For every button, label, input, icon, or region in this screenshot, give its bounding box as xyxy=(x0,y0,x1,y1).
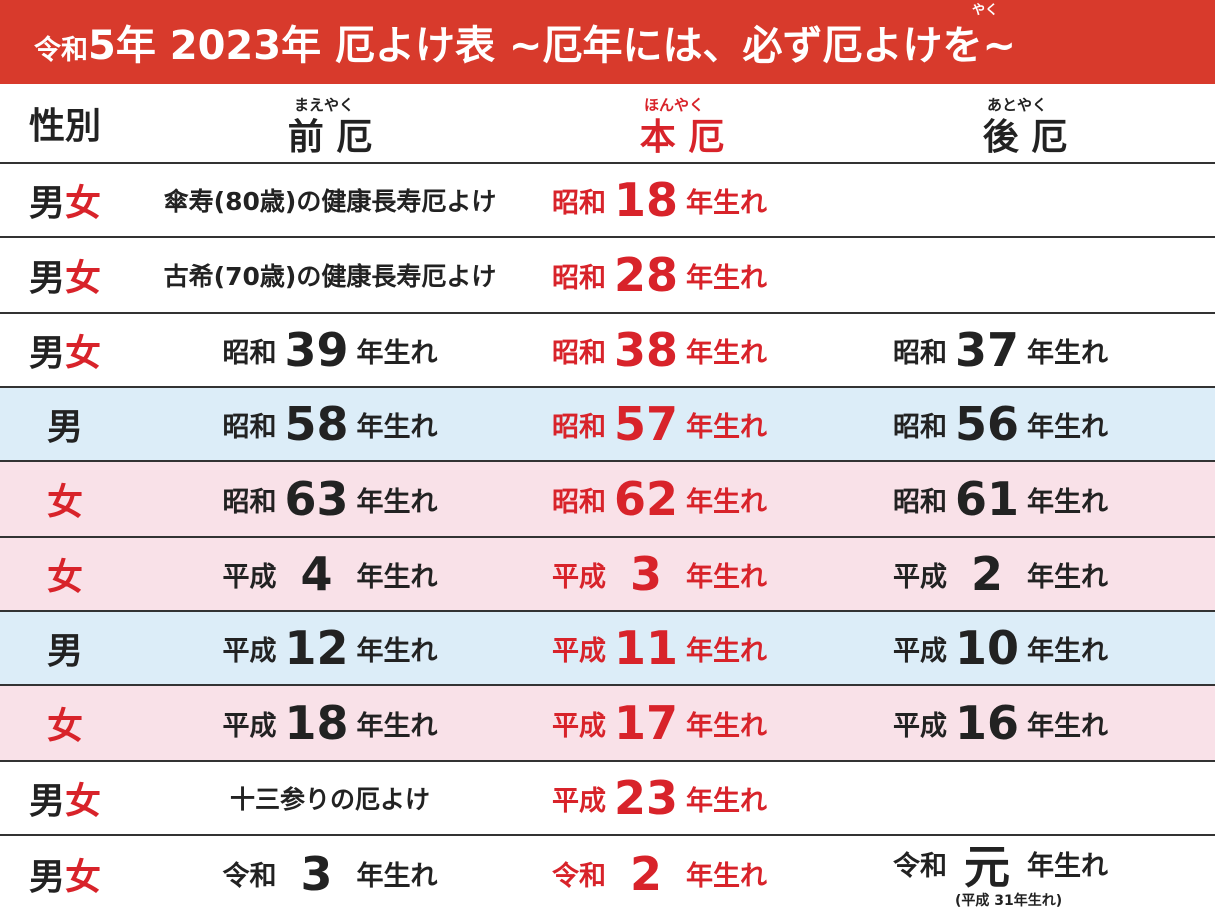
mae-cell: 傘寿(80歳)の健康長寿厄よけ xyxy=(130,164,530,236)
mae-note: 十三参りの厄よけ xyxy=(229,785,430,814)
mae-cell: 平成 4 年生れ xyxy=(222,547,438,601)
hon-cell: 平成 23 年生れ xyxy=(552,771,767,825)
ato-cell: 令和元年生れ xyxy=(893,839,1108,894)
table-row: 男女 令和 3 年生れ 令和 2 年生れ 令和元年生れ (平成 31年生れ) xyxy=(0,836,1215,911)
title: 令和5年 2023年 厄よけ表 ~厄年には、必ず厄よけを~ やく xyxy=(34,3,1016,71)
table-row: 男 平成 12 年生れ 平成 11 年生れ 平成 10 年生れ xyxy=(0,612,1215,686)
mae-cell: 昭和 58 年生れ xyxy=(222,397,438,451)
header-mae-ruby: まえやく xyxy=(294,96,355,114)
gender-cell: 男女 xyxy=(28,333,102,374)
ato-cell: 昭和 56 年生れ xyxy=(893,397,1108,451)
gender-cell: 女 xyxy=(46,706,83,747)
title-text: 5年 2023年 厄よけ表 ~厄年には、必ず厄よけを~ xyxy=(88,23,1016,69)
hon-cell: 平成 17 年生れ xyxy=(552,696,767,750)
hon-cell: 令和 2 年生れ xyxy=(552,846,767,901)
hon-cell: 平成 11 年生れ xyxy=(552,621,767,675)
mae-cell: 平成 18 年生れ xyxy=(222,696,438,750)
mae-cell: 平成 12 年生れ xyxy=(222,621,438,675)
table-row: 男女 昭和 39 年生れ 昭和 38 年生れ 昭和 37 年生れ xyxy=(0,314,1215,388)
hon-cell: 昭和 18 年生れ xyxy=(552,173,767,227)
ato-subnote: (平成 31年生れ) xyxy=(955,893,1063,909)
gender-cell: 女 xyxy=(46,482,83,523)
title-ruby: やく xyxy=(972,3,999,18)
ato-cell: 平成 10 年生れ xyxy=(893,621,1108,675)
title-era: 令和 xyxy=(34,35,88,66)
mae-note: 古希(70歳)の健康長寿厄よけ xyxy=(163,262,497,291)
table-row: 女 平成 18 年生れ 平成 17 年生れ 平成 16 年生れ xyxy=(0,686,1215,762)
mae-cell: 昭和 39 年生れ xyxy=(222,323,438,377)
mae-cell: 令和 3 年生れ xyxy=(222,846,438,901)
yaku-table: 性別 まえやく 前 厄 ほんやく 本 厄 あとやく 後 厄 男女 傘寿(80歳)… xyxy=(0,84,1215,911)
gender-cell: 男女 xyxy=(28,781,102,822)
title-bar: 令和5年 2023年 厄よけ表 ~厄年には、必ず厄よけを~ やく xyxy=(0,0,1215,84)
gender-cell: 男女 xyxy=(28,258,102,299)
hon-cell: 昭和 28 年生れ xyxy=(552,248,767,302)
header-hon-ruby: ほんやく xyxy=(644,96,705,114)
gender-cell: 女 xyxy=(46,557,83,598)
table-row: 女 昭和 63 年生れ 昭和 62 年生れ 昭和 61 年生れ xyxy=(0,462,1215,538)
gender-cell: 男 xyxy=(46,631,83,672)
hon-cell: 昭和 38 年生れ xyxy=(552,323,767,377)
table-row: 男女 傘寿(80歳)の健康長寿厄よけ 昭和 18 年生れ xyxy=(0,164,1215,238)
mae-cell: 昭和 63 年生れ xyxy=(222,472,438,526)
ato-cell: 平成 2 年生れ xyxy=(893,547,1108,601)
header-gender: 性別 xyxy=(28,106,101,147)
mae-cell: 十三参りの厄よけ xyxy=(130,762,530,834)
table-header: 性別 まえやく 前 厄 ほんやく 本 厄 あとやく 後 厄 xyxy=(0,84,1215,164)
header-mae: まえやく 前 厄 xyxy=(287,96,373,158)
mae-cell: 古希(70歳)の健康長寿厄よけ xyxy=(130,238,530,312)
ato-cell: 平成 16 年生れ xyxy=(893,696,1108,750)
gender-cell: 男女 xyxy=(28,183,102,224)
hon-cell: 昭和 62 年生れ xyxy=(552,472,767,526)
table-row: 男 昭和 58 年生れ 昭和 57 年生れ 昭和 56 年生れ xyxy=(0,388,1215,462)
hon-cell: 昭和 57 年生れ xyxy=(552,397,767,451)
header-hon: ほんやく 本 厄 xyxy=(639,96,725,158)
ato-cell: 昭和 61 年生れ xyxy=(893,472,1108,526)
header-ato: あとやく 後 厄 xyxy=(982,96,1068,158)
mae-note: 傘寿(80歳)の健康長寿厄よけ xyxy=(163,187,497,216)
gender-cell: 男女 xyxy=(28,856,102,898)
gender-cell: 男 xyxy=(46,407,83,448)
table-row: 男女 古希(70歳)の健康長寿厄よけ 昭和 28 年生れ xyxy=(0,238,1215,314)
table-row: 女 平成 4 年生れ 平成 3 年生れ 平成 2 年生れ xyxy=(0,538,1215,612)
header-ato-ruby: あとやく xyxy=(987,96,1048,114)
ato-cell: 昭和 37 年生れ xyxy=(893,323,1108,377)
table-row: 男女 十三参りの厄よけ 平成 23 年生れ xyxy=(0,762,1215,836)
hon-cell: 平成 3 年生れ xyxy=(552,547,767,601)
